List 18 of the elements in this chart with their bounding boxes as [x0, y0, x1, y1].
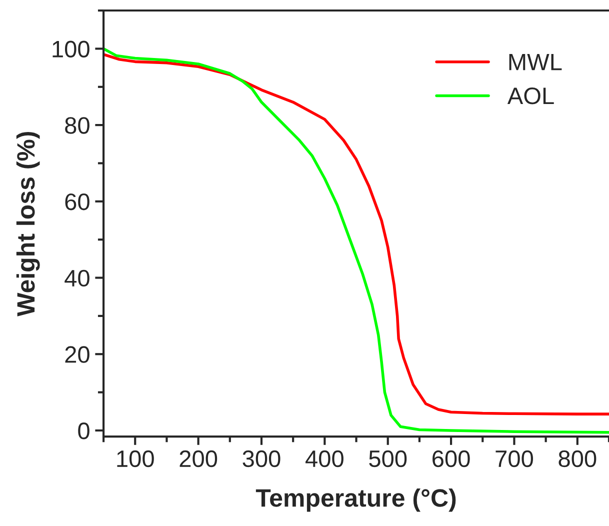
x-tick-label: 300 — [242, 450, 280, 468]
x-tick-label: 800 — [558, 450, 596, 468]
x-tick-label: 200 — [180, 450, 218, 468]
y-axis-title: Weight loss (%) — [16, 132, 40, 316]
x-tick-label: 500 — [369, 450, 407, 468]
y-tick-label: 40 — [64, 270, 90, 287]
x-tick-label: 400 — [306, 450, 344, 468]
x-tick-label: 600 — [432, 450, 470, 468]
y-tick-label: 60 — [65, 193, 90, 210]
legend-label: AOL — [507, 88, 554, 104]
legend-label: MWL — [509, 54, 562, 70]
y-tick-label: 80 — [65, 117, 90, 134]
y-tick-label: 100 — [52, 40, 90, 58]
x-tick-label: 700 — [496, 450, 533, 468]
x-axis-title: Temperature (°C) — [256, 488, 456, 512]
y-tick-label: 20 — [65, 346, 90, 363]
y-tick-label: 0 — [78, 422, 90, 440]
x-tick-label: 100 — [117, 450, 154, 468]
